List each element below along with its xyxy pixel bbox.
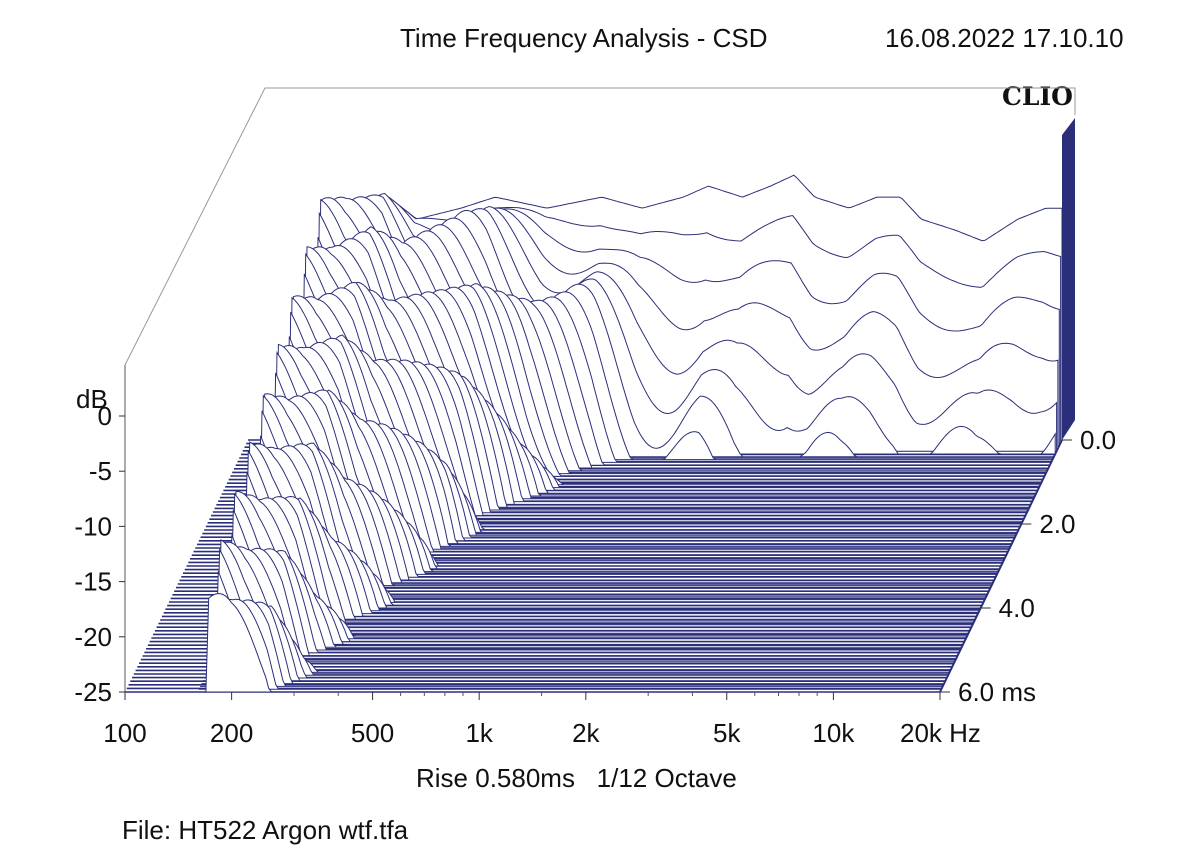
back-wall-frame	[124, 87, 1076, 366]
subtitle-line: Rise 0.580ms 1/12 Octave	[416, 765, 737, 791]
y-tick-label: 0	[98, 401, 112, 431]
csd-slice	[211, 541, 954, 665]
y-tick-label: -10	[74, 511, 112, 541]
y-axis-label: dB	[76, 384, 108, 414]
csd-slice	[209, 538, 953, 668]
y-tick-label: -25	[74, 677, 112, 707]
file-name-label: File: HT522 Argon wtf.tfa	[122, 815, 409, 845]
x-tick-label: 10k	[812, 718, 855, 748]
y-tick-label: -5	[89, 456, 112, 486]
z-tick-label: 4.0	[999, 593, 1035, 623]
csd-slice	[197, 593, 940, 693]
z-tick-label: 2.0	[1039, 509, 1075, 539]
z-tick-label: 6.0 ms	[958, 677, 1036, 707]
chart-title: Time Frequency Analysis - CSD	[400, 23, 768, 53]
y-tick-label: -20	[74, 622, 112, 652]
x-tick-label: 2k	[572, 718, 600, 748]
x-tick-label: 500	[351, 718, 394, 748]
x-tick-label: 200	[210, 718, 253, 748]
smoothing-label: 1/12 Octave	[596, 763, 737, 793]
y-tick-label: -15	[74, 567, 112, 597]
z-tick-label: 0.0	[1080, 425, 1116, 455]
csd-slice	[208, 547, 951, 671]
x-tick-label: 20k Hz	[900, 718, 981, 748]
right-end-wall	[1062, 118, 1075, 440]
rise-label: Rise 0.580ms	[416, 763, 575, 793]
x-tick-label: 5k	[713, 718, 741, 748]
csd-slice	[198, 598, 942, 690]
x-tick-label: 1k	[465, 718, 493, 748]
x-tick-label: 100	[103, 718, 146, 748]
chart-timestamp: 16.08.2022 17.10.10	[885, 23, 1124, 53]
